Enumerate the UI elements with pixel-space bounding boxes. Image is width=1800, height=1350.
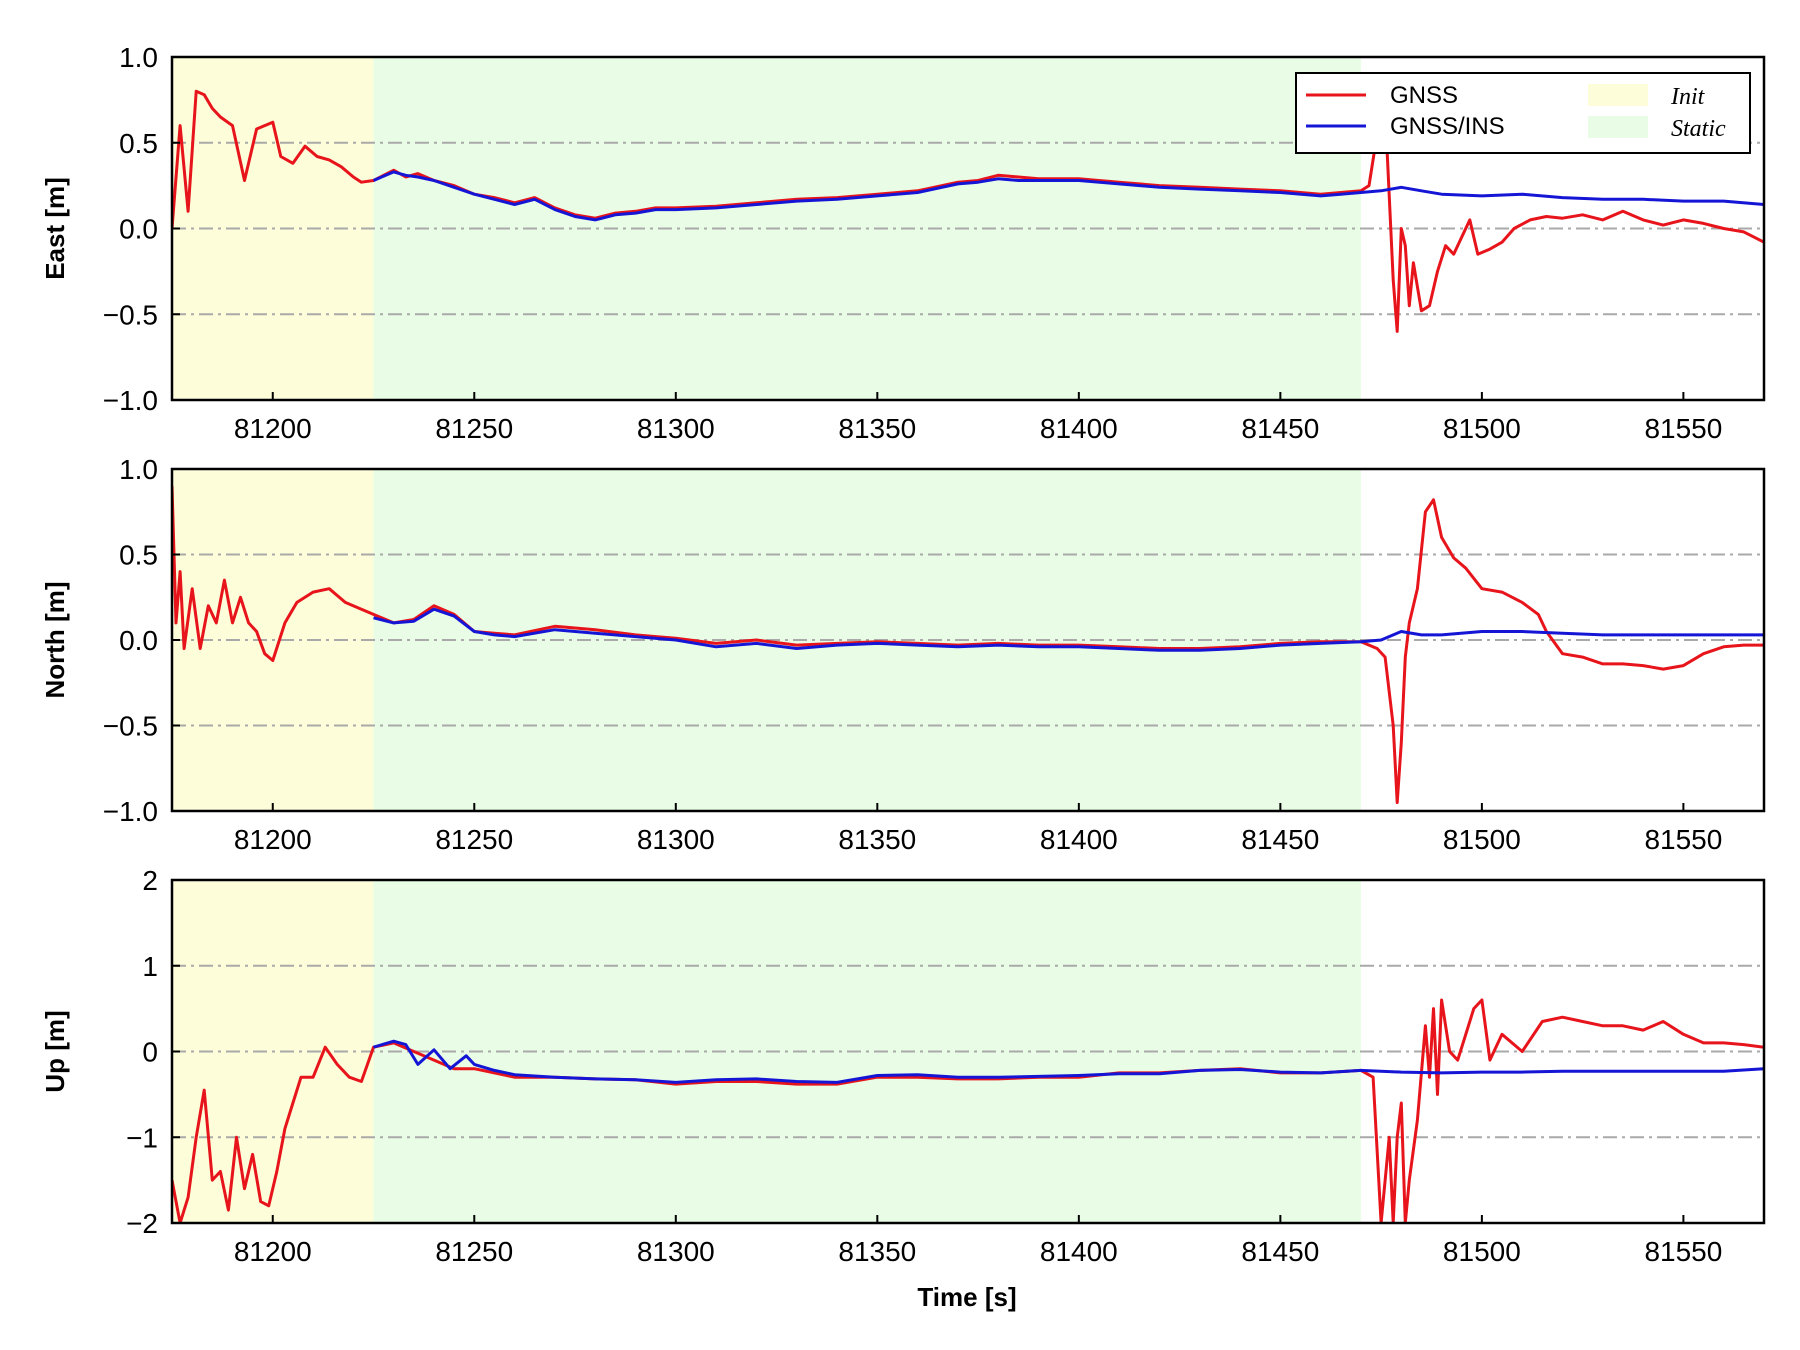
- series-group-north: [172, 486, 1764, 804]
- y-tick-label-east-4: −1.0: [103, 385, 158, 416]
- x-tick-label-east-0: 81200: [234, 413, 312, 444]
- legend-label-gnss: GNSS: [1390, 82, 1458, 109]
- x-tick-label-east-6: 81500: [1443, 413, 1521, 444]
- x-tick-label-north-2: 81300: [637, 824, 715, 855]
- x-tick-label-north-4: 81400: [1040, 824, 1118, 855]
- panel-north: 1.0 0.5 0.0 −0.5 −1.0 81200 81250 81300 81350 814…: [40, 454, 1766, 855]
- y-tick-label-up-4: −2: [126, 1208, 158, 1239]
- x-tick-label-east-4: 81400: [1040, 413, 1118, 444]
- legend: GNSS GNSS/INS Init Static: [1295, 72, 1751, 154]
- series-line-gnss-ins-north: [373, 607, 1764, 652]
- x-tick-label-north-1: 81250: [435, 824, 513, 855]
- x-tick-label-up-4: 81400: [1040, 1236, 1118, 1267]
- x-tick-label-east-2: 81300: [637, 413, 715, 444]
- y-axis-label-north: North [m]: [40, 582, 70, 699]
- series-line-gnss-north: [172, 486, 1764, 804]
- series-group-east: [172, 89, 1764, 333]
- y-tick-label-up-1: 1: [142, 951, 158, 982]
- x-tick-label-north-7: 81550: [1644, 824, 1722, 855]
- y-tick-label-east-2: 0.0: [119, 214, 158, 245]
- y-tick-label-east-3: −0.5: [103, 299, 158, 330]
- series-line-gnss-ins-east: [372, 170, 1764, 222]
- y-tick-label-north-3: −0.5: [103, 711, 158, 742]
- y-tick-label-up-0: 2: [142, 865, 158, 896]
- legend-frame: [1295, 72, 1751, 154]
- x-tick-label-up-7: 81550: [1644, 1236, 1722, 1267]
- x-tick-label-east-3: 81350: [838, 413, 916, 444]
- x-tick-label-up-3: 81350: [838, 1236, 916, 1267]
- x-tick-label-north-5: 81450: [1241, 824, 1319, 855]
- y-tick-label-up-3: −1: [126, 1122, 158, 1153]
- series-line-gnss-east: [172, 89, 1764, 333]
- legend-swatch-static: [1588, 116, 1648, 138]
- y-axis-label-east: East [m]: [40, 177, 70, 280]
- y-axis-label-up: Up [m]: [40, 1010, 70, 1092]
- x-tick-label-north-6: 81500: [1443, 824, 1521, 855]
- series-line-gnss-ins-up: [373, 1039, 1764, 1084]
- x-tick-label-up-5: 81450: [1241, 1236, 1319, 1267]
- x-tick-label-up-0: 81200: [234, 1236, 312, 1267]
- legend-label-init: Init: [1670, 84, 1706, 110]
- x-tick-label-up-2: 81300: [637, 1236, 715, 1267]
- x-tick-label-east-7: 81550: [1644, 413, 1722, 444]
- y-tick-label-north-2: 0.0: [119, 625, 158, 656]
- y-tick-label-north-1: 0.5: [119, 540, 158, 571]
- x-tick-label-north-3: 81350: [838, 824, 916, 855]
- legend-label-static: Static: [1671, 116, 1726, 142]
- x-tick-label-east-5: 81450: [1241, 413, 1319, 444]
- panel-up: 2 1 0 −1 −2 81200 81250 81300 81350 81400 81450 815…: [40, 865, 1766, 1267]
- y-tick-label-north-4: −1.0: [103, 796, 158, 827]
- x-tick-label-up-1: 81250: [435, 1236, 513, 1267]
- y-tick-label-up-2: 0: [142, 1037, 158, 1068]
- x-tick-label-north-0: 81200: [234, 824, 312, 855]
- x-tick-label-east-1: 81250: [435, 413, 513, 444]
- panel-east: 1.0 0.5 0.0 −0.5 −1.0 81200 81250 81300 81350 814…: [40, 42, 1766, 444]
- x-axis-label: Time [s]: [917, 1282, 1016, 1312]
- legend-swatch-init: [1588, 84, 1648, 106]
- y-tick-label-east-1: 0.5: [119, 128, 158, 159]
- legend-label-gnss-ins: GNSS/INS: [1390, 113, 1505, 140]
- y-tick-label-north-0: 1.0: [119, 454, 158, 485]
- series-group-up: [172, 998, 1764, 1223]
- y-tick-label-east-0: 1.0: [119, 42, 158, 73]
- x-tick-label-up-6: 81500: [1443, 1236, 1521, 1267]
